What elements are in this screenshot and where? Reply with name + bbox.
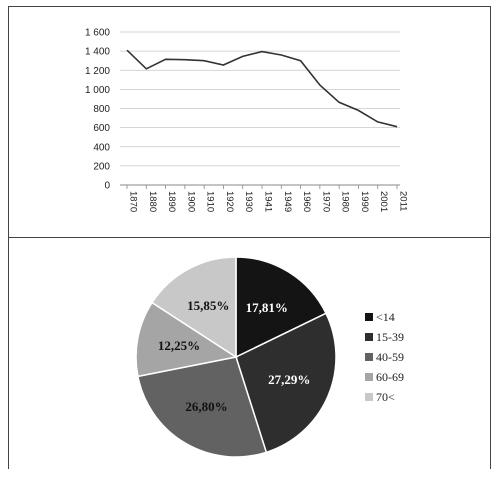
x-tick-label: 1970 <box>320 191 331 212</box>
pie-slice <box>151 256 237 359</box>
pie-slice <box>137 356 268 458</box>
legend-swatch <box>365 353 373 361</box>
x-tick-label: 1900 <box>185 191 196 212</box>
legend-label: 70< <box>376 390 395 404</box>
y-tick-label: 1 000 <box>85 85 110 96</box>
legend-swatch <box>365 393 373 401</box>
x-tick-label: 1880 <box>147 191 158 212</box>
line-chart-x-ticks: 1870 1880 1890 1900 1910 1920 1930 1941 1949 1960… <box>126 185 409 212</box>
line-series <box>126 49 398 128</box>
x-tick-label: 1941 <box>263 191 274 212</box>
legend-label: 40-59 <box>376 350 404 364</box>
y-tick-label: 200 <box>93 161 110 172</box>
x-tick-label: 1910 <box>205 191 216 212</box>
pie-slice <box>235 312 337 454</box>
x-tick-label: 2011 <box>398 191 409 211</box>
legend-label: 60-69 <box>376 370 404 384</box>
pie-chart-panel <box>8 237 491 469</box>
pie-slice <box>235 256 327 359</box>
legend-swatch <box>365 313 373 321</box>
pie-chart: 17,81% 27,29% 26,80% 12,25% 15,85% <14 15-39 4… <box>135 256 404 458</box>
pie-data-labels: 17,81% 27,29% 26,80% 12,25% 15,85% <box>158 298 311 414</box>
y-tick-label: 0 <box>104 181 110 192</box>
pie-slices <box>135 256 337 458</box>
legend-swatch <box>365 333 373 341</box>
y-tick-label: 1 400 <box>85 47 110 58</box>
pie-data-label: 26,80% <box>185 399 227 414</box>
x-tick-label: 1980 <box>340 191 351 212</box>
pie-data-label: 15,85% <box>187 298 229 313</box>
pie-data-label: 12,25% <box>158 338 200 353</box>
x-tick-label: 1960 <box>301 191 312 212</box>
x-tick-label: 1930 <box>243 191 254 212</box>
x-tick-label: 1890 <box>166 191 177 212</box>
x-tick-label: 1920 <box>224 191 235 212</box>
pie-legend: <14 15-39 40-59 60-69 70< <box>365 310 404 404</box>
x-tick-label: 1990 <box>359 191 370 212</box>
x-tick-label: 2001 <box>378 191 389 212</box>
legend-label: <14 <box>376 310 395 324</box>
line-chart-grid <box>120 31 400 186</box>
legend-label: 15-39 <box>376 330 404 344</box>
y-tick-label: 1 600 <box>85 28 110 39</box>
y-tick-label: 800 <box>93 104 110 115</box>
x-tick-label: 1949 <box>282 191 293 212</box>
line-chart-y-ticks: 0 200 400 600 800 1 000 1 200 1 400 1 600 <box>85 28 110 192</box>
x-tick-label: 1870 <box>128 191 139 212</box>
y-tick-label: 1 200 <box>85 66 110 77</box>
pie-slice <box>135 301 238 378</box>
y-tick-label: 400 <box>93 142 110 153</box>
y-tick-label: 600 <box>93 123 110 134</box>
pie-data-label: 27,29% <box>268 372 310 387</box>
legend-swatch <box>365 373 373 381</box>
pie-data-label: 17,81% <box>246 300 288 315</box>
